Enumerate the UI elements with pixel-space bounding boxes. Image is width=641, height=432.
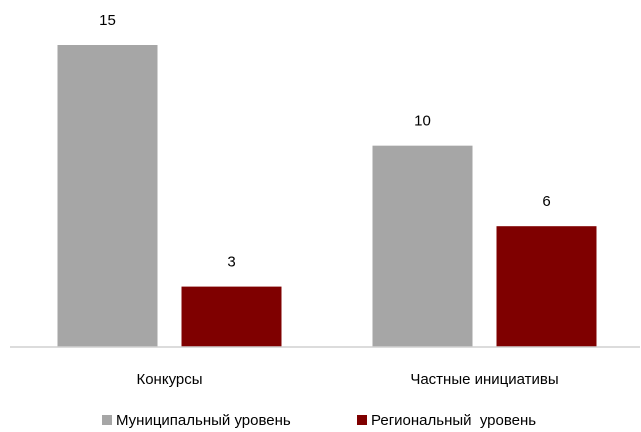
data-label: 15 (99, 12, 116, 29)
data-label: 3 (227, 254, 235, 271)
legend-label: Муниципальный уровень (116, 412, 291, 429)
x-tick-label: Частные инициативы (410, 371, 558, 388)
bar (181, 286, 282, 347)
data-label: 6 (542, 193, 550, 210)
bar (372, 145, 473, 347)
bar (496, 226, 597, 347)
x-tick-label: Конкурсы (136, 371, 202, 388)
bar (57, 45, 158, 347)
legend-swatch (357, 415, 367, 425)
data-label: 10 (414, 113, 431, 130)
legend-swatch (102, 415, 112, 425)
legend-label: Региональный уровень (371, 412, 536, 429)
